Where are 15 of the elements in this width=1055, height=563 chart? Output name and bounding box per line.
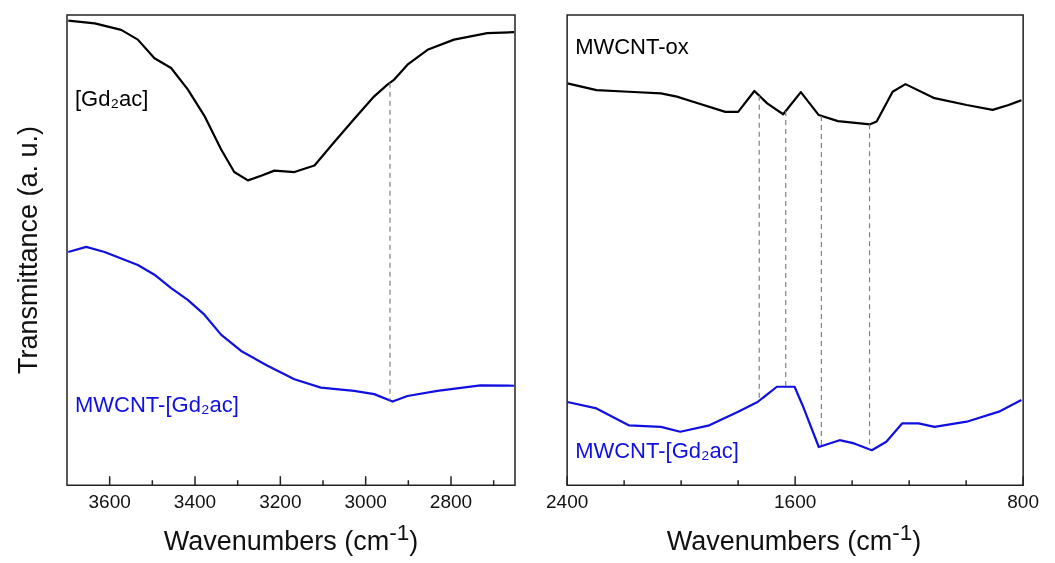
x-tick-label: 3200 [259, 490, 302, 512]
x-tick-label: 2400 [545, 490, 589, 512]
x-tick-label: 800 [1007, 490, 1039, 512]
x-tick-label: 2800 [429, 490, 473, 512]
x-tick-label: 3600 [88, 490, 131, 512]
x-tick-label: 3000 [344, 490, 387, 512]
x-axis-title: Wavenumbers (cm$^{-1}$) [665, 520, 923, 557]
series-label: MWCNT-[Gd₂ac] [75, 392, 239, 418]
x-tick-label: 1600 [774, 490, 817, 512]
series-label: [Gd₂ac] [75, 85, 149, 111]
x-axis-title: Wavenumbers (cm$^{-1}$) [162, 520, 420, 557]
series-label: MWCNT-ox [575, 34, 689, 60]
series-label: MWCNT-[Gd₂ac] [575, 438, 739, 464]
y-axis-title: Transmittance (a. u.) [12, 125, 44, 375]
x-tick-label: 3400 [173, 490, 217, 512]
